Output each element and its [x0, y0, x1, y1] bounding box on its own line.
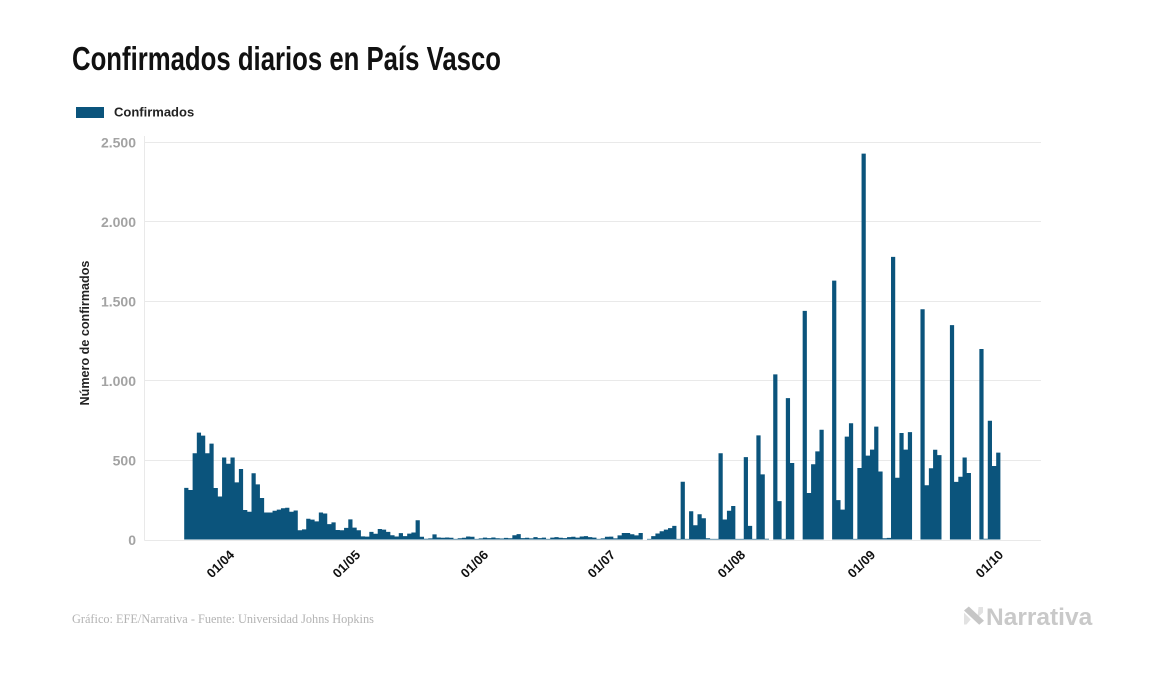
svg-text:1.000: 1.000 — [101, 373, 136, 389]
svg-text:Confirmados diarios en País Va: Confirmados diarios en País Vasco — [72, 41, 501, 78]
svg-text:Número de confirmados: Número de confirmados — [78, 261, 92, 406]
svg-text:2.000: 2.000 — [101, 214, 136, 230]
svg-text:Confirmados: Confirmados — [114, 105, 194, 120]
svg-text:Narrativa: Narrativa — [986, 604, 1093, 631]
svg-text:Gráfico: EFE/Narrativa - Fuent: Gráfico: EFE/Narrativa - Fuente: Univers… — [72, 612, 374, 626]
svg-text:0: 0 — [128, 532, 136, 548]
svg-text:500: 500 — [113, 453, 137, 469]
svg-text:2.500: 2.500 — [101, 135, 136, 151]
svg-text:1.500: 1.500 — [101, 294, 136, 310]
